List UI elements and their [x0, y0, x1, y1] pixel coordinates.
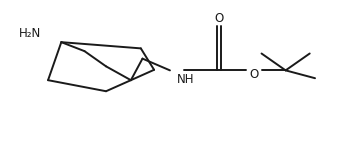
- Text: H₂N: H₂N: [19, 27, 41, 40]
- Text: O: O: [214, 12, 223, 25]
- Text: NH: NH: [177, 73, 194, 86]
- Text: O: O: [250, 68, 259, 81]
